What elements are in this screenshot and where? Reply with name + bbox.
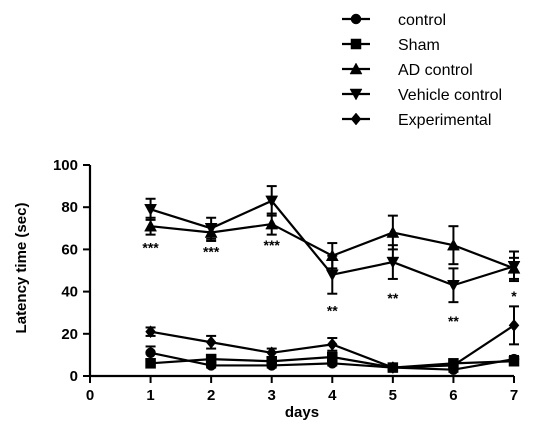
legend-item: AD control xyxy=(342,62,473,79)
data-point xyxy=(507,261,521,273)
legend-item: Vehicle control xyxy=(342,87,502,104)
data-point xyxy=(386,256,400,269)
series-vehicle-control xyxy=(144,185,521,304)
data-point xyxy=(508,355,520,367)
significance-label: ** xyxy=(327,303,338,319)
x-tick-label: 0 xyxy=(86,387,94,404)
legend-item: Sham xyxy=(342,37,440,54)
axes xyxy=(88,165,514,378)
data-point xyxy=(327,351,338,363)
data-point xyxy=(145,358,156,369)
data-point xyxy=(326,337,338,351)
y-tick-label: 20 xyxy=(61,326,78,343)
legend-item: control xyxy=(342,12,446,29)
data-point xyxy=(144,219,157,232)
x-tick-label: 7 xyxy=(510,387,518,404)
x-axis-title: days xyxy=(285,404,319,421)
legend-marker xyxy=(350,13,362,25)
y-ticks: 0 20 40 60 80 100 xyxy=(53,157,90,385)
legend-marker xyxy=(349,88,363,101)
data-point xyxy=(204,223,218,235)
legend-label: AD control xyxy=(398,62,473,79)
data-point xyxy=(448,359,459,372)
legend-label: control xyxy=(398,12,446,29)
data-point xyxy=(325,269,339,282)
series-experimental xyxy=(145,305,520,374)
data-point xyxy=(386,225,400,238)
significance-label: *** xyxy=(203,244,220,260)
y-tick-label: 0 xyxy=(70,368,78,385)
significance-label: * xyxy=(511,288,517,304)
legend-item: Experimental xyxy=(342,112,491,129)
data-point xyxy=(265,195,279,208)
y-axis-title: Latency time (sec) xyxy=(13,203,30,334)
significance-label: ** xyxy=(387,290,398,306)
y-tick-label: 100 xyxy=(53,157,78,174)
x-tick-label: 2 xyxy=(207,387,215,404)
y-tick-label: 40 xyxy=(61,284,78,301)
x-tick-label: 6 xyxy=(449,387,457,404)
legend-label: Experimental xyxy=(398,112,491,129)
significance-label: *** xyxy=(142,239,159,255)
legend-marker xyxy=(350,112,362,126)
legend-marker xyxy=(349,62,363,75)
data-point xyxy=(447,238,460,251)
x-tick-label: 5 xyxy=(389,387,397,404)
significance-label: *** xyxy=(264,237,281,253)
series-group xyxy=(144,185,521,375)
x-tick-label: 3 xyxy=(268,387,276,404)
significance-annotations: *** *** ********** xyxy=(142,237,517,329)
data-point xyxy=(145,347,156,359)
data-point xyxy=(387,361,399,374)
significance-label: ** xyxy=(448,313,459,329)
data-point xyxy=(508,318,520,332)
legend-label: Sham xyxy=(398,37,440,54)
x-tick-label: 4 xyxy=(328,387,337,404)
x-ticks: 0 1 2 3 4 5 6 7 xyxy=(86,376,518,404)
y-tick-label: 80 xyxy=(61,199,78,216)
legend-marker xyxy=(350,38,362,50)
x-tick-label: 1 xyxy=(146,387,154,404)
data-point xyxy=(447,280,460,292)
data-point xyxy=(145,325,156,339)
data-point xyxy=(205,353,217,365)
y-tick-label: 60 xyxy=(61,241,78,258)
data-point xyxy=(266,346,278,360)
legend: control Sham AD control Vehicle control Expe… xyxy=(342,12,502,129)
data-point xyxy=(144,204,157,216)
legend-label: Vehicle control xyxy=(398,87,502,104)
data-point xyxy=(205,335,217,349)
data-point xyxy=(265,217,279,230)
